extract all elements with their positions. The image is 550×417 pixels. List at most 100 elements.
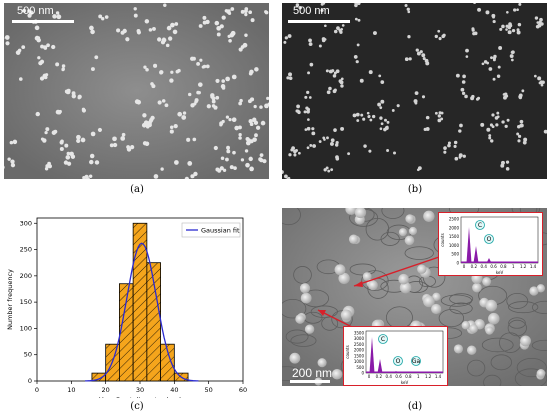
nanoparticle: [173, 124, 178, 129]
nanoparticle: [300, 292, 312, 304]
nanoparticle: [217, 168, 222, 173]
nanoparticle: [354, 208, 367, 219]
nanoparticle: [210, 94, 215, 99]
nanoparticle: [318, 140, 322, 143]
nanoparticle: [240, 9, 245, 14]
nanoparticle: [238, 136, 242, 140]
nanoparticle: [259, 153, 264, 158]
nanoparticle: [61, 64, 66, 68]
nanoparticle: [42, 138, 47, 143]
nanoparticle: [421, 95, 426, 99]
nanoparticle: [380, 122, 384, 126]
element-label-circle: [393, 356, 403, 366]
scale-bar: [12, 20, 74, 23]
nanoparticle: [35, 111, 40, 117]
nanoparticle: [472, 282, 482, 293]
substrate-grain: [508, 301, 539, 314]
nanoparticle: [462, 154, 466, 158]
nanoparticle: [434, 111, 438, 115]
nanoparticle: [52, 14, 57, 19]
nanoparticle: [359, 78, 364, 83]
substrate-grain: [282, 366, 303, 381]
nanoparticle: [10, 163, 16, 168]
inset-x-tick: 0.8: [500, 264, 507, 269]
nanoparticle: [330, 138, 335, 143]
nanoparticle: [490, 56, 493, 60]
nanoparticle: [121, 132, 126, 137]
nanoparticle: [495, 123, 499, 127]
nanoparticle: [372, 31, 377, 36]
nanoparticle: [219, 123, 223, 127]
nanoparticle: [327, 169, 331, 173]
nanoparticle: [12, 139, 18, 145]
nanoparticle: [453, 344, 464, 354]
nanoparticle: [287, 176, 291, 179]
nanoparticle: [297, 110, 301, 115]
element-label-circle: [475, 220, 485, 230]
nanoparticle: [407, 10, 411, 14]
nanoparticle: [443, 146, 447, 150]
nanoparticle: [22, 8, 27, 13]
nanoparticle: [211, 99, 216, 104]
nanoparticle: [169, 125, 174, 130]
nanoparticle: [505, 167, 510, 171]
y-tick-label: 0: [28, 377, 32, 385]
inset-y-tick: 500: [451, 252, 459, 257]
nanoparticle: [486, 127, 491, 132]
nanoparticle: [81, 108, 87, 113]
nanoparticle: [255, 125, 261, 130]
nanoparticle: [431, 303, 442, 315]
nanoparticle: [37, 56, 41, 60]
nanoparticle: [133, 7, 137, 11]
inset-y-tick: 2000: [354, 348, 365, 353]
nanoparticle: [533, 74, 537, 78]
nanoparticle: [196, 61, 201, 66]
nanoparticle: [239, 98, 243, 103]
nanoparticle: [414, 101, 418, 105]
nanoparticle: [286, 76, 290, 80]
caption-d: (d): [407, 401, 423, 412]
nanoparticle: [199, 58, 203, 62]
nanoparticle: [306, 109, 310, 114]
nanoparticle: [417, 264, 427, 274]
nanoparticle: [333, 88, 337, 92]
nanoparticle: [284, 36, 288, 40]
element-label: O: [396, 358, 401, 365]
nanoparticle: [442, 33, 446, 37]
nanoparticle: [423, 210, 435, 222]
x-axis-label: Max. Feret diameter (nm): [98, 396, 181, 398]
nanoparticle: [323, 168, 327, 172]
nanoparticle: [98, 14, 103, 19]
nanoparticle: [152, 26, 156, 31]
substrate-grain: [285, 329, 309, 344]
nanoparticle: [142, 113, 147, 118]
nanoparticle: [363, 144, 367, 148]
nanoparticle: [43, 75, 48, 80]
nanoparticle: [423, 295, 435, 308]
inset-x-tick: 0.6: [395, 374, 402, 379]
nanoparticle: [299, 283, 311, 294]
nanoparticle: [295, 3, 300, 7]
nanoparticle: [538, 81, 542, 85]
nanoparticle: [447, 141, 451, 145]
nanoparticle: [216, 32, 221, 37]
nanoparticle: [61, 68, 65, 72]
nanoparticle: [488, 136, 492, 140]
nanoparticle: [356, 3, 361, 5]
nanoparticle: [488, 312, 500, 325]
substrate-grain: [349, 263, 376, 276]
nanoparticle: [380, 80, 385, 84]
nanoparticle: [19, 77, 23, 81]
nanoparticle: [145, 67, 149, 72]
nanoparticle: [63, 160, 69, 165]
nanoparticle: [307, 71, 311, 75]
nanoparticle: [470, 96, 475, 101]
nanoparticle: [144, 141, 150, 147]
nanoparticle: [360, 113, 364, 117]
y-tick-label: 50: [24, 351, 32, 359]
nanoparticle: [282, 170, 284, 175]
nanoparticle: [312, 144, 316, 148]
nanoparticle: [443, 150, 447, 154]
nanoparticle: [367, 115, 371, 119]
nanoparticle: [356, 43, 360, 47]
